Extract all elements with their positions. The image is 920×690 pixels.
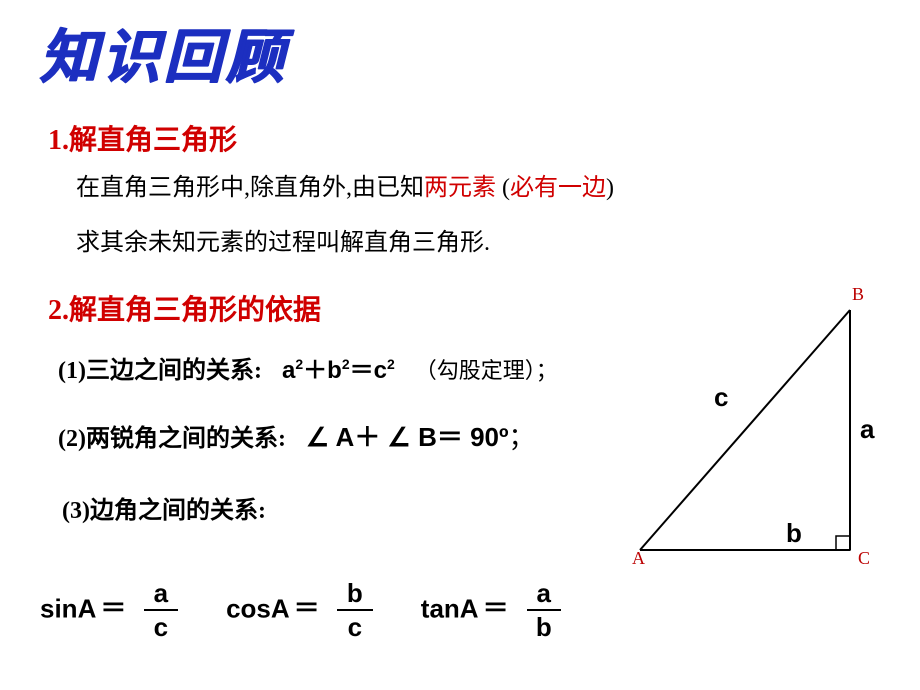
section-2-title: 解直角三角形的依据 <box>69 295 321 326</box>
var-a: a <box>282 357 295 384</box>
vertex-a-label: A <box>632 548 645 569</box>
semicolon: ； <box>509 423 535 452</box>
eq-sign: ＝ <box>100 593 126 623</box>
exp-2: 2 <box>387 356 395 372</box>
numerator: a <box>527 579 561 612</box>
numerator: b <box>337 579 373 612</box>
item-1-formula: a2＋b2＝c2 <box>282 350 395 385</box>
var-b: b <box>327 357 342 384</box>
section-1-line-1: 在直角三角形中,除直角外,由已知两元素 (必有一边) <box>76 168 868 209</box>
tan-formula: tanA＝ a b <box>421 579 562 642</box>
section-1-line-2: 求其余未知元素的过程叫解直角三角形. <box>76 223 868 264</box>
side-c-line <box>640 310 850 550</box>
item-2-formula: ∠ A＋ ∠ B＝ 90º； <box>306 417 535 454</box>
plus: ＋ <box>303 357 327 384</box>
section-1-heading: 1.解直角三角形 <box>48 118 868 158</box>
item-3-label: (3)边角之间的关系: <box>62 490 266 525</box>
text-red: 两元素 <box>424 175 496 201</box>
exp-2: 2 <box>342 356 350 372</box>
eq: ＝ <box>350 357 374 384</box>
item-2-label: (2)两锐角之间的关系: <box>58 418 286 453</box>
denominator: c <box>338 611 372 642</box>
angle-formula: ∠ A＋ ∠ B＝ 90º <box>306 422 509 452</box>
section-1-number: 1. <box>48 125 69 156</box>
item-1-note: （勾股定理）； <box>415 352 558 389</box>
vertex-b-label: B <box>852 284 864 305</box>
fraction-ac: a c <box>144 579 178 642</box>
side-c-label: c <box>714 382 728 413</box>
sin-label: sinA <box>40 593 96 623</box>
denominator: b <box>526 611 562 642</box>
exp-2: 2 <box>295 356 303 372</box>
text-part: ) <box>606 175 614 201</box>
text-red: 必有一边 <box>510 175 606 201</box>
sin-formula: sinA＝ a c <box>40 579 178 642</box>
title-artistic: 知识回顾 <box>40 10 288 94</box>
tan-label: tanA <box>421 593 479 623</box>
right-angle-mark <box>836 536 850 550</box>
text-part: 在直角三角形中,除直角外,由已知 <box>76 175 424 201</box>
cos-label: cosA <box>226 593 290 623</box>
numerator: a <box>144 579 178 612</box>
triangle-diagram: A B C a b c <box>630 290 890 580</box>
eq-sign: ＝ <box>483 593 509 623</box>
text-part: ( <box>496 175 510 201</box>
var-c: c <box>374 357 387 384</box>
vertex-c-label: C <box>858 548 870 569</box>
fraction-ab: a b <box>526 579 562 642</box>
trig-formulas: sinA＝ a c cosA＝ b c tanA＝ a b <box>40 579 562 642</box>
eq-sign: ＝ <box>294 593 320 623</box>
item-1-label: (1)三边之间的关系: <box>58 350 262 385</box>
fraction-bc: b c <box>337 579 373 642</box>
cos-formula: cosA＝ b c <box>226 579 373 642</box>
denominator: c <box>144 611 178 642</box>
triangle-svg <box>630 290 890 580</box>
side-a-label: a <box>860 414 874 445</box>
section-1-title: 解直角三角形 <box>69 125 237 156</box>
section-2-number: 2. <box>48 295 69 326</box>
side-b-label: b <box>786 518 802 549</box>
